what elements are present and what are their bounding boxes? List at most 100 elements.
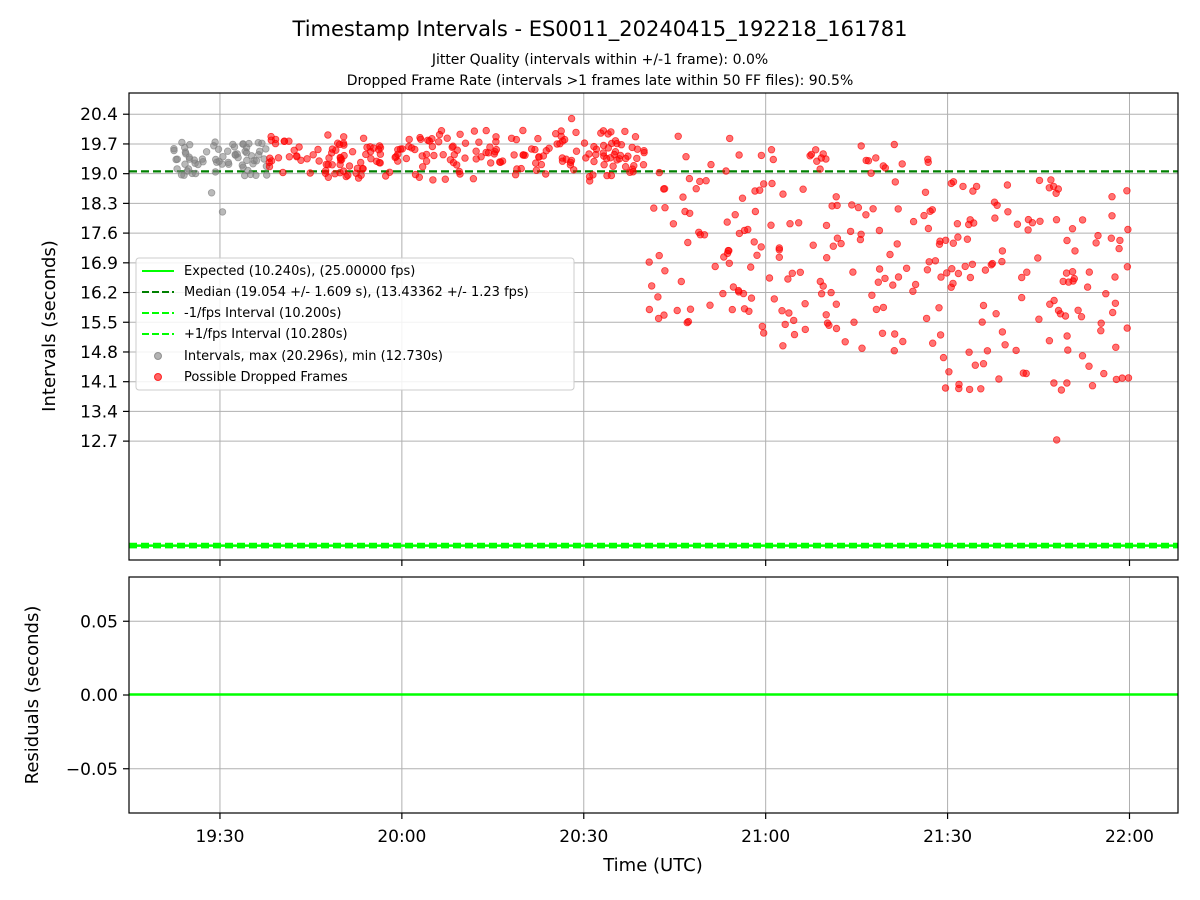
dropped-frame-point [968,260,977,268]
dropped-frame-point [639,160,648,169]
dropped-frame-point [441,175,449,183]
dropped-frame-point [629,168,637,176]
dropped-frame-point [955,380,963,389]
interval-point [240,171,249,180]
interval-point [246,170,255,179]
dropped-frame-point [669,220,678,228]
dropped-frame-point [979,360,988,368]
dropped-frame-point [684,238,692,247]
dropped-frame-point [496,158,504,166]
dropped-frame-point [439,150,447,159]
legend-label-expected: Expected (10.240s), (25.00000 fps) [184,264,415,279]
dropped-frame-point [966,216,974,224]
legend-box [135,257,575,391]
dropped-frame-point [567,114,576,123]
dropped-frame-point [751,207,760,216]
dropped-frame-point [345,162,354,170]
dropped-frame-point [775,246,783,254]
dropped-frame-point [977,385,985,393]
dropped-frame-point [972,182,981,191]
dropped-frame-point [760,329,768,337]
dropped-frame-point [328,145,337,153]
dropped-frame-point [285,153,294,161]
dropped-frame-point [1094,231,1102,240]
dropped-frame-point [630,161,638,170]
dropped-frame-point [640,146,648,155]
dropped-frame-point [881,274,889,283]
dropped-frame-point [621,127,629,136]
dropped-frame-point [978,318,986,326]
dropped-frame-point [567,156,576,165]
dropped-frame-point [461,139,470,147]
dropped-frame-point [848,201,856,209]
dropped-frame-point [648,282,656,290]
dropped-frame-point [534,134,542,143]
dropped-frame-point [832,324,841,333]
dropped-frame-point [971,361,979,369]
dropped-frame-point [998,328,1007,336]
dropped-frame-point [686,209,694,217]
dropped-frame-point [1123,263,1132,271]
dropped-frame-point [827,288,835,297]
dropped-frame-point [858,344,866,352]
x-tick-label: 21:30 [923,827,972,847]
dropped-frame-point [580,139,589,147]
dropped-frame-point [661,267,669,275]
dropped-frame-point [435,138,443,146]
dropped-frame-point [1035,315,1043,323]
dropped-frame-point [655,168,663,177]
dropped-frame-point [878,329,887,337]
dropped-frame-point [331,169,339,178]
dropped-frame-point [937,273,945,281]
dropped-frame-point [891,330,899,338]
dropped-frame-point [1124,374,1133,382]
dropped-frame-point [745,307,753,315]
dropped-frame-point [1111,299,1120,307]
dropped-frame-point [1111,273,1119,281]
chart-subtitle-dropped: Dropped Frame Rate (intervals >1 frames … [347,73,854,89]
top-y-tick-label: 14.8 [80,343,118,363]
dropped-frame-point [1045,337,1054,345]
dropped-frame-point [419,163,427,171]
dropped-frame-point [1022,369,1030,378]
bottom-y-tick-label: −0.05 [66,760,118,780]
dropped-frame-point [599,127,608,135]
legend: Expected (10.240s), (25.00000 fps) Media… [135,257,575,391]
dropped-frame-point [781,320,789,329]
dropped-frame-point [271,135,280,144]
dropped-frame-point [558,154,566,162]
dropped-frame-point [633,154,641,163]
interval-point [191,169,200,178]
x-tick-label: 22:00 [1105,827,1154,847]
dropped-frame-point [274,154,283,162]
dropped-frame-point [532,166,541,174]
interval-point [210,142,218,150]
interval-point [198,155,207,163]
dropped-frame-point [1062,269,1071,277]
dropped-frame-point [874,278,882,286]
dropped-frame-point [747,294,756,302]
dropped-frame-point [898,160,906,168]
dropped-frame-point [603,171,611,180]
dropped-frame-point [366,143,374,151]
dropped-frame-point [981,266,990,274]
dropped-frame-point [869,205,877,213]
dropped-frame-point [767,145,776,154]
dropped-frame-point [527,145,536,153]
dropped-frame-point [822,221,831,230]
dropped-frame-point [519,126,527,135]
top-reference-lines [129,170,1178,549]
dropped-frame-point [995,375,1003,383]
dropped-frame-point [437,126,446,135]
dropped-frame-point [359,134,368,142]
top-x-axis-ticks [219,560,1131,566]
dropped-frame-point [856,235,865,244]
dropped-frame-point [954,233,962,241]
dropped-frame-point [624,152,632,160]
dropped-frame-point [408,144,416,152]
interval-point [223,147,232,155]
dropped-frame-point [1068,268,1077,276]
legend-marker-dropped [154,373,162,381]
dropped-frame-point [786,219,794,228]
dropped-frame-point [868,291,876,299]
